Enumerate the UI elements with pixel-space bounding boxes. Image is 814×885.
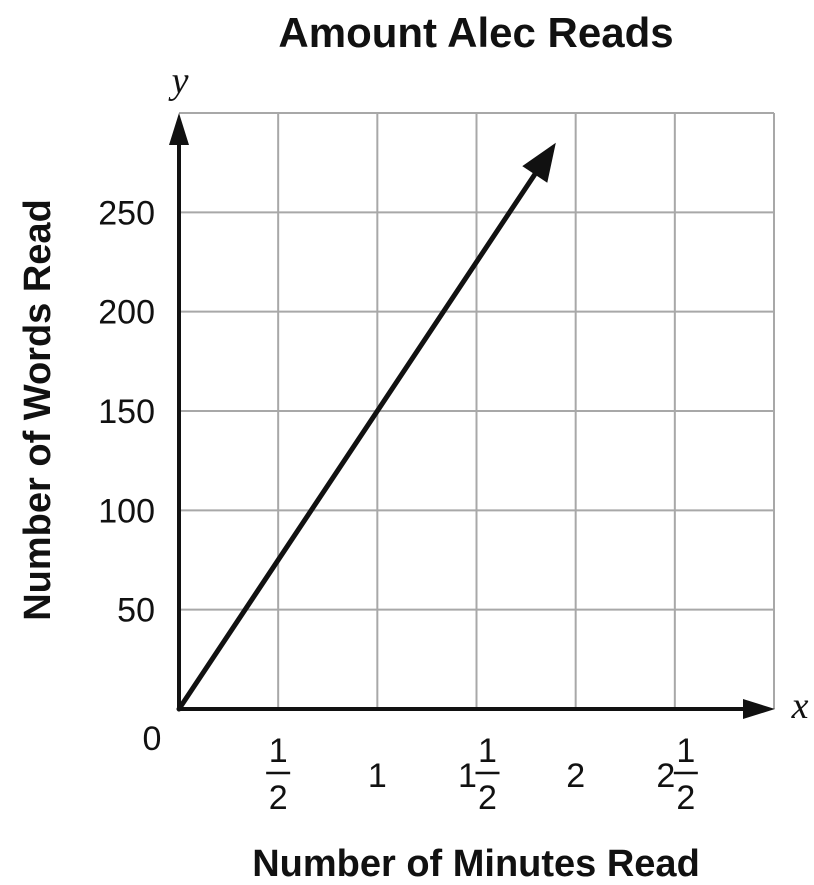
x-axis-variable: x xyxy=(791,685,809,727)
x-tick-label-numerator: 1 xyxy=(269,732,288,770)
y-axis-arrowhead xyxy=(169,113,189,145)
x-tick-label-numerator: 1 xyxy=(676,732,695,770)
y-tick-label: 50 xyxy=(117,592,155,630)
axes xyxy=(169,113,775,719)
y-axis-variable: y xyxy=(168,60,189,102)
series-arrowhead xyxy=(522,142,556,183)
x-tick-label-whole: 2 xyxy=(656,757,675,795)
y-tick-label: 250 xyxy=(98,194,155,232)
grid xyxy=(179,112,775,709)
origin-label: 0 xyxy=(143,720,162,758)
y-tick-label: 100 xyxy=(98,492,155,530)
x-tick-label: 1 xyxy=(368,757,387,795)
y-axis-title: Number of Words Read xyxy=(17,199,59,621)
x-axis-arrowhead xyxy=(743,699,775,719)
x-tick-label-numerator: 1 xyxy=(478,732,497,770)
x-tick-label-denominator: 2 xyxy=(676,779,695,817)
x-tick-label-denominator: 2 xyxy=(478,779,497,817)
x-axis-title: Number of Minutes Read xyxy=(252,843,700,885)
series-line xyxy=(176,170,539,712)
x-tick-label: 2 xyxy=(566,757,585,795)
x-tick-label-denominator: 2 xyxy=(269,779,288,817)
series xyxy=(176,142,556,712)
y-tick-label: 200 xyxy=(98,294,155,332)
chart-title: Amount Alec Reads xyxy=(278,9,673,56)
x-tick-label-whole: 1 xyxy=(458,757,477,795)
y-tick-label: 150 xyxy=(98,393,155,431)
